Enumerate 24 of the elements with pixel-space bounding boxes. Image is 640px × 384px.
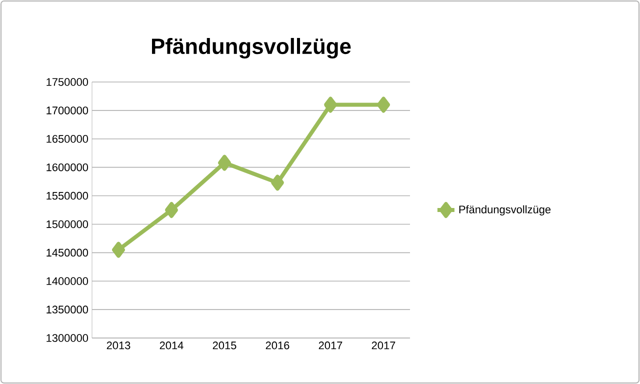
- point: [324, 96, 337, 113]
- y-tick-label: 1300000: [46, 334, 88, 342]
- y-tick-label: 1400000: [46, 277, 88, 285]
- y-tick-label: 1750000: [46, 78, 88, 86]
- point: [165, 202, 178, 218]
- point: [218, 154, 231, 171]
- legend-label: Pfändungsvollzüge: [459, 205, 551, 216]
- x-tick-label: 2013: [106, 342, 130, 350]
- point: [271, 174, 284, 191]
- x-tick-label: 2016: [266, 342, 290, 350]
- x-tick-label: 2017: [318, 342, 342, 350]
- y-tick-label: 1500000: [46, 220, 88, 228]
- y-tick-label: 1550000: [46, 192, 88, 200]
- y-tick-label: 1700000: [46, 106, 88, 114]
- y-tick-label: 1650000: [46, 135, 88, 143]
- x-tick-label: 2017: [372, 342, 396, 350]
- point: [112, 242, 125, 258]
- y-tick-label: 1450000: [46, 248, 88, 257]
- chart-title: Pfändungsvollzüge: [152, 38, 351, 58]
- y-tick-label: 1600000: [46, 163, 88, 172]
- x-tick-label: 2015: [212, 342, 236, 350]
- point: [377, 96, 390, 113]
- y-tick-label: 1350000: [46, 306, 88, 314]
- x-tick-label: 2014: [160, 342, 184, 350]
